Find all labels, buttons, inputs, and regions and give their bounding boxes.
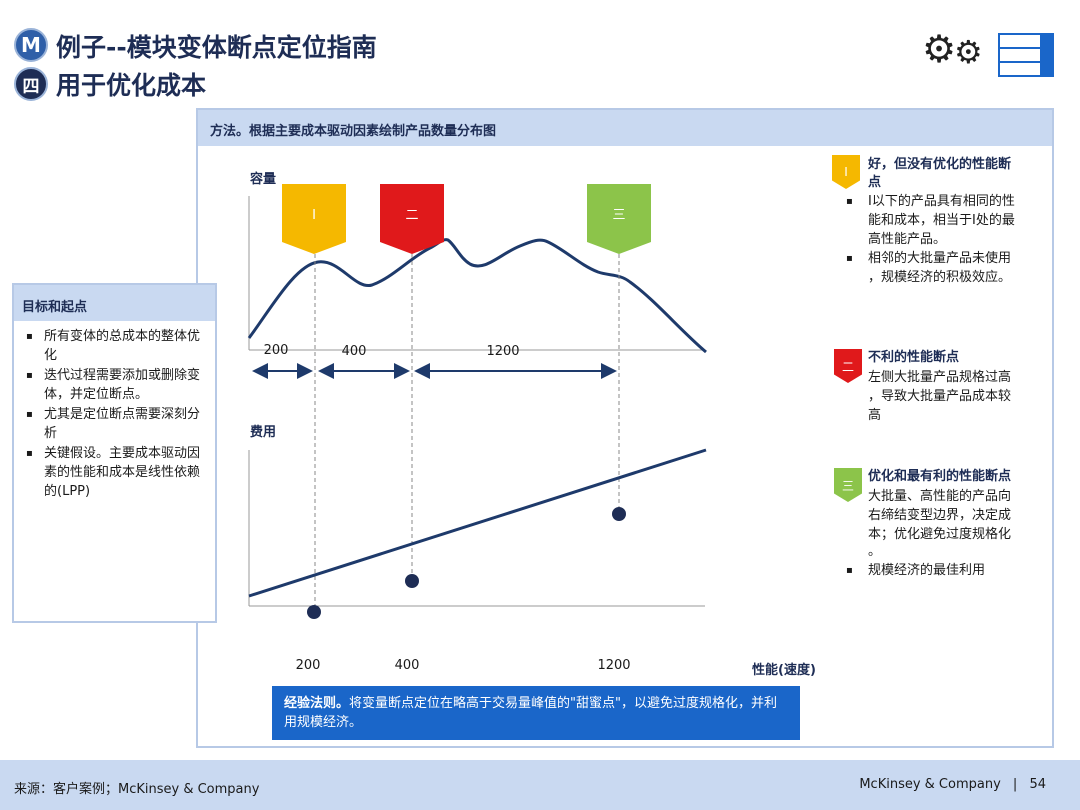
footer-right: McKinsey & Company | 54 bbox=[859, 777, 1046, 792]
footer-source: 来源：客户案例；McKinsey & Company bbox=[14, 782, 260, 797]
volume-curve bbox=[247, 238, 707, 354]
legend-title-i-cont: 点 bbox=[868, 175, 882, 190]
interval-label-400: 400 bbox=[342, 344, 367, 359]
cost-point-i bbox=[307, 605, 321, 619]
legend-text-iii-c: 本；优化避免过度规格化 bbox=[868, 527, 1012, 542]
legend-text-iii-b: 右缔结变型边界，决定成 bbox=[868, 508, 1012, 523]
panel-heading: 方法。根据主要成本驱动因素绘制产品数量分布图 bbox=[198, 110, 1052, 146]
x-tick-200: 200 bbox=[296, 658, 321, 673]
footer-bar bbox=[0, 760, 1080, 810]
cost-point-iii bbox=[612, 507, 626, 521]
badge-four: 四 bbox=[14, 67, 48, 101]
cost-point-ii bbox=[405, 574, 419, 588]
legend-text-i-1c: 高性能产品。 bbox=[868, 232, 947, 247]
legend-title-ii: 不利的性能断点 bbox=[868, 350, 960, 365]
interval-label-200: 200 bbox=[264, 343, 289, 358]
logo-box-icon bbox=[998, 33, 1054, 77]
objective-item: 尤其是定位断点需要深刻分析 bbox=[26, 405, 205, 443]
objective-list: 所有变体的总成本的整体优化 迭代过程需要添加或删除变体，并定位断点。 尤其是定位… bbox=[14, 321, 215, 501]
legend-text-ii-c: 高 bbox=[868, 408, 882, 423]
legend-title-iii: 优化和最有利的性能断点 bbox=[868, 469, 1012, 484]
interval-label-1200: 1200 bbox=[486, 344, 519, 359]
page-title: 例子--模块变体断点定位指南 bbox=[56, 33, 377, 62]
marker-label-i: I bbox=[312, 208, 316, 223]
page-number: 54 bbox=[1029, 777, 1046, 792]
objective-item: 迭代过程需要添加或删除变体，并定位断点。 bbox=[26, 366, 205, 404]
cost-line bbox=[248, 448, 707, 598]
legend-title-i: 好，但没有优化的性能断 bbox=[868, 157, 1012, 172]
chart-canvas: 容量 I 二 三 200 400 1200 费用 200 400 1200 性能… bbox=[247, 171, 816, 678]
gear-icon: ⚙ bbox=[922, 27, 957, 71]
top-y-label: 容量 bbox=[249, 171, 276, 187]
page-subtitle: 用于优化成本 bbox=[56, 71, 207, 100]
legend-text-iii-a: 大批量、高性能的产品向 bbox=[868, 489, 1012, 504]
rule-bold: 经验法则。 bbox=[284, 696, 350, 711]
objective-box: 目标和起点 所有变体的总成本的整体优化 迭代过程需要添加或删除变体，并定位断点。… bbox=[12, 283, 217, 623]
legend-bullet-iii: 规模经济的最佳利用 bbox=[846, 561, 985, 580]
rule-text: 将变量断点定位在略高于交易量峰值的"甜蜜点"，以避免过度规格化，并利用规模经济。 bbox=[284, 696, 777, 730]
marker-flag-ii bbox=[380, 184, 444, 254]
marker-flag-i bbox=[282, 184, 346, 254]
legend-text-iii-d: 。 bbox=[868, 544, 882, 559]
bottom-y-label: 费用 bbox=[250, 424, 276, 440]
x-axis-label: 性能(速度) bbox=[752, 662, 816, 678]
legend-text-ii-a: 左侧大批量产品规格过高 bbox=[868, 370, 1012, 385]
legend-text-ii-b: ，导致大批量产品成本较 bbox=[868, 389, 1012, 404]
objective-heading: 目标和起点 bbox=[14, 285, 215, 321]
footer-separator: | bbox=[1012, 777, 1018, 792]
legend-text-i-2b: ，规模经济的积极效应。 bbox=[868, 270, 1012, 285]
x-tick-400: 400 bbox=[395, 658, 420, 673]
legend-tag-iii: 三 bbox=[834, 468, 862, 502]
rule-of-thumb-box: 经验法则。将变量断点定位在略高于交易量峰值的"甜蜜点"，以避免过度规格化，并利用… bbox=[272, 686, 800, 740]
badge-m: M bbox=[14, 28, 48, 62]
legend-tag-i: I bbox=[832, 155, 860, 189]
legend-text-i-1b: 能和成本，相当于I处的最 bbox=[868, 213, 1015, 228]
gear-icon: ⚙ bbox=[954, 33, 983, 71]
legend-bullet-i-2: 相邻的大批量产品未使用 bbox=[846, 249, 1011, 268]
marker-label-iii: 三 bbox=[612, 208, 625, 223]
marker-label-ii: 二 bbox=[405, 208, 418, 223]
footer-brand: McKinsey & Company bbox=[859, 777, 1001, 792]
legend-tag-ii: 二 bbox=[834, 349, 862, 383]
x-tick-1200: 1200 bbox=[597, 658, 630, 673]
legend-bullet-i-1: I以下的产品具有相同的性 bbox=[846, 192, 1015, 211]
objective-item: 所有变体的总成本的整体优化 bbox=[26, 327, 205, 365]
marker-flag-iii bbox=[587, 184, 651, 254]
objective-item: 关键假设。主要成本驱动因素的性能和成本是线性依赖的(LPP) bbox=[26, 444, 205, 501]
